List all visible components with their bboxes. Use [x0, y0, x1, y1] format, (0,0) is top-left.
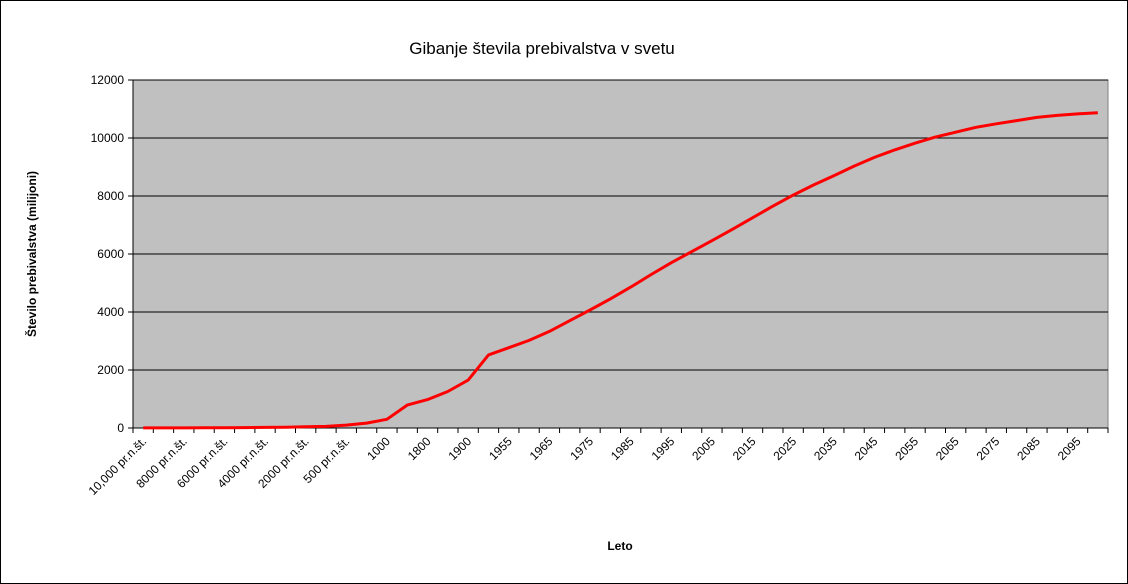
y-tick-label: 2000 — [97, 363, 124, 377]
x-axis-title: Leto — [607, 539, 632, 553]
y-tick-label: 6000 — [97, 247, 124, 261]
y-tick-label: 12000 — [91, 73, 125, 87]
line-series — [143, 111, 1098, 430]
y-tick-label: 10000 — [91, 131, 125, 145]
y-axis-title: Število prebivalstva (milijoni) — [24, 171, 39, 337]
chart-title: Gibanje števila prebivalstva v svetu — [409, 39, 675, 58]
y-tick-label: 8000 — [97, 189, 124, 203]
y-tick-label: 0 — [117, 421, 124, 435]
y-tick-label: 4000 — [97, 305, 124, 319]
